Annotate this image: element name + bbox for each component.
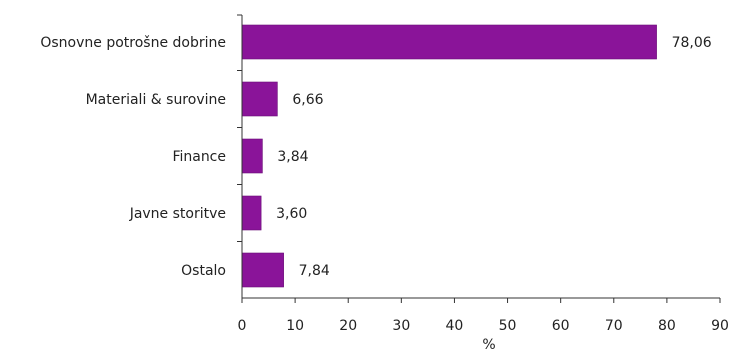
bar-3 <box>241 195 262 231</box>
category-label-2: Finance <box>172 149 226 165</box>
x-tick-label-0: 0 <box>238 318 247 334</box>
value-label-4: 7,84 <box>299 263 330 279</box>
value-label-0: 78,06 <box>672 35 712 51</box>
x-tick-label-1: 10 <box>286 318 304 334</box>
category-labels: Osnovne potrošne dobrine Materiali & suro… <box>40 35 226 279</box>
x-tick-label-8: 80 <box>658 318 676 334</box>
value-label-1: 6,66 <box>292 92 323 108</box>
x-tick-label-9: 90 <box>711 318 729 334</box>
x-ticks: 0 10 20 30 40 50 60 70 80 90 <box>237 14 729 334</box>
value-label-2: 3,84 <box>277 149 308 165</box>
category-label-3: Javne storitve <box>129 206 226 222</box>
value-label-3: 3,60 <box>276 206 307 222</box>
category-label-1: Materiali & surovine <box>86 92 226 108</box>
category-label-0: Osnovne potrošne dobrine <box>40 35 226 51</box>
x-tick-label-5: 50 <box>499 318 517 334</box>
x-tick-label-3: 30 <box>392 318 410 334</box>
x-axis-title: % <box>482 337 495 352</box>
x-tick-label-6: 60 <box>552 318 570 334</box>
x-tick-label-2: 20 <box>339 318 357 334</box>
value-labels: 78,06 6,66 3,84 3,60 7,84 <box>276 35 712 279</box>
axes-group <box>241 15 720 299</box>
category-label-4: Ostalo <box>181 263 226 279</box>
bar-2 <box>241 138 263 174</box>
bar-4 <box>241 252 284 288</box>
x-tick-label-7: 70 <box>605 318 623 334</box>
bar-1 <box>241 81 278 117</box>
x-tick-label-4: 40 <box>446 318 464 334</box>
bars-group <box>241 24 657 288</box>
bar-0 <box>241 24 657 60</box>
